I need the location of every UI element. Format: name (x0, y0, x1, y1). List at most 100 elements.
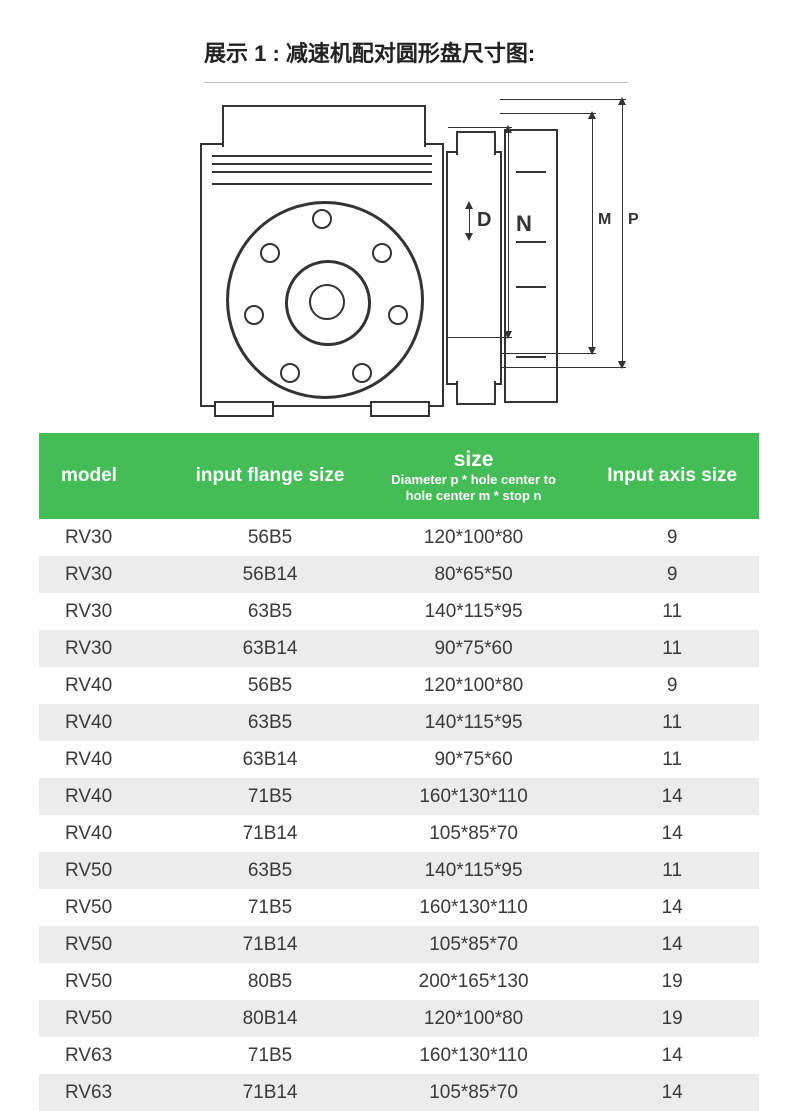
table-cell: 11 (585, 593, 759, 630)
table-row: RV6371B14105*85*7014 (39, 1074, 759, 1111)
table-cell: 80B5 (178, 963, 362, 1000)
table-cell: RV30 (39, 593, 178, 630)
col-header-size-main: size (370, 448, 578, 472)
table-cell: 56B5 (178, 667, 362, 704)
table-row: RV4063B5140*115*9511 (39, 704, 759, 741)
table-cell: 80*65*50 (362, 556, 586, 593)
table-cell: 71B5 (178, 1037, 362, 1074)
col-header-flange: input flange size (178, 433, 362, 519)
table-cell: RV40 (39, 778, 178, 815)
table-cell: RV30 (39, 630, 178, 667)
table-row: RV3056B1480*65*509 (39, 556, 759, 593)
dimension-d: D (465, 211, 501, 231)
table-cell: 120*100*80 (362, 667, 586, 704)
table-cell: RV50 (39, 852, 178, 889)
table-cell: 11 (585, 852, 759, 889)
table-cell: 14 (585, 1074, 759, 1111)
table-cell: 14 (585, 1037, 759, 1074)
table-cell: 120*100*80 (362, 1000, 586, 1037)
col-header-model: model (39, 433, 178, 519)
table-cell: 71B5 (178, 778, 362, 815)
table-cell: 11 (585, 704, 759, 741)
dimension-p (622, 99, 623, 367)
col-header-axis: Input axis size (585, 433, 759, 519)
table-cell: 71B5 (178, 889, 362, 926)
table-row: RV3063B1490*75*6011 (39, 630, 759, 667)
table-cell: 14 (585, 815, 759, 852)
col-header-size: size Diameter p * hole center to hole ce… (362, 433, 586, 519)
table-cell: 90*75*60 (362, 630, 586, 667)
gearbox-body (200, 143, 444, 407)
table-cell: 160*130*110 (362, 1037, 586, 1074)
table-cell: RV30 (39, 519, 178, 556)
table-cell: RV40 (39, 815, 178, 852)
table-row: RV4063B1490*75*6011 (39, 741, 759, 778)
table-cell: 9 (585, 667, 759, 704)
table-cell: RV50 (39, 1000, 178, 1037)
table-row: RV5080B14120*100*8019 (39, 1000, 759, 1037)
table-cell: 71B14 (178, 1074, 362, 1111)
dimension-m-label: M (598, 211, 611, 229)
table-cell: 9 (585, 519, 759, 556)
table-cell: 160*130*110 (362, 889, 586, 926)
table-cell: RV50 (39, 926, 178, 963)
table-cell: 105*85*70 (362, 926, 586, 963)
table-cell: RV63 (39, 1074, 178, 1111)
table-cell: 71B14 (178, 926, 362, 963)
table-cell: 71B14 (178, 815, 362, 852)
dimension-n (508, 127, 509, 337)
col-header-size-sub2: hole center m * stop n (370, 488, 578, 504)
table-row: RV3056B5120*100*809 (39, 519, 759, 556)
table-cell: 63B5 (178, 704, 362, 741)
gearbox-side (446, 113, 636, 383)
table-cell: 14 (585, 926, 759, 963)
table-cell: 105*85*70 (362, 1074, 586, 1111)
dimension-p-label: P (628, 211, 639, 229)
table-row: RV4071B5160*130*11014 (39, 778, 759, 815)
table-row: RV3063B5140*115*9511 (39, 593, 759, 630)
gearbox-diagram: D N M P (190, 83, 650, 423)
spec-table-header: model input flange size size Diameter p … (39, 433, 759, 519)
dimension-d-label: D (477, 209, 491, 232)
table-cell: RV40 (39, 667, 178, 704)
table-row: RV4071B14105*85*7014 (39, 815, 759, 852)
table-row: RV5071B14105*85*7014 (39, 926, 759, 963)
spec-table-body: RV3056B5120*100*809RV3056B1480*65*509RV3… (39, 519, 759, 1111)
table-cell: 19 (585, 963, 759, 1000)
table-cell: 63B5 (178, 852, 362, 889)
table-cell: RV63 (39, 1037, 178, 1074)
table-cell: 200*165*130 (362, 963, 586, 1000)
table-cell: 14 (585, 778, 759, 815)
table-cell: 63B14 (178, 741, 362, 778)
table-cell: 63B14 (178, 630, 362, 667)
table-cell: 11 (585, 630, 759, 667)
table-cell: 140*115*95 (362, 593, 586, 630)
table-cell: RV30 (39, 556, 178, 593)
table-cell: 63B5 (178, 593, 362, 630)
dimension-n-label: N (516, 211, 532, 237)
col-header-size-sub1: Diameter p * hole center to (370, 472, 578, 488)
table-cell: 160*130*110 (362, 778, 586, 815)
table-cell: 56B5 (178, 519, 362, 556)
table-row: RV5063B5140*115*9511 (39, 852, 759, 889)
table-cell: 11 (585, 741, 759, 778)
table-cell: 120*100*80 (362, 519, 586, 556)
table-row: RV5071B5160*130*11014 (39, 889, 759, 926)
table-cell: 56B14 (178, 556, 362, 593)
dimension-m (592, 113, 593, 353)
table-cell: 80B14 (178, 1000, 362, 1037)
spec-table: model input flange size size Diameter p … (39, 433, 759, 1111)
table-cell: RV40 (39, 704, 178, 741)
table-cell: 19 (585, 1000, 759, 1037)
table-cell: 140*115*95 (362, 704, 586, 741)
table-cell: RV50 (39, 889, 178, 926)
table-cell: 140*115*95 (362, 852, 586, 889)
table-cell: 105*85*70 (362, 815, 586, 852)
table-row: RV6371B5160*130*11014 (39, 1037, 759, 1074)
table-cell: RV40 (39, 741, 178, 778)
table-cell: 14 (585, 889, 759, 926)
page-title: 展示 1 : 减速机配对圆形盘尺寸图: (0, 0, 790, 82)
table-cell: RV50 (39, 963, 178, 1000)
table-row: RV4056B5120*100*809 (39, 667, 759, 704)
table-cell: 9 (585, 556, 759, 593)
